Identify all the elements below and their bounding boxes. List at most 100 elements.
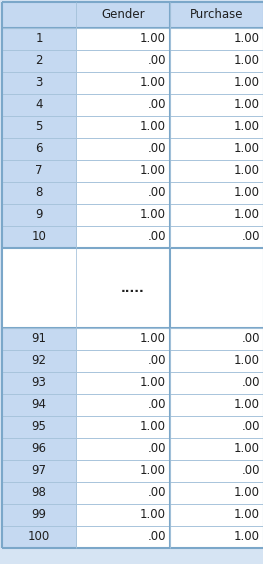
Text: 1.00: 1.00 — [140, 121, 166, 134]
Text: 1.00: 1.00 — [140, 77, 166, 90]
Text: 1.00: 1.00 — [234, 487, 260, 500]
Text: .00: .00 — [241, 421, 260, 434]
Bar — [76, 138, 170, 160]
Text: 1.00: 1.00 — [234, 143, 260, 156]
Bar — [2, 182, 76, 204]
Text: 1.00: 1.00 — [140, 377, 166, 390]
Bar — [2, 116, 76, 138]
Text: 1.00: 1.00 — [234, 399, 260, 412]
Bar — [2, 438, 76, 460]
Text: .00: .00 — [241, 465, 260, 478]
Text: 1.00: 1.00 — [234, 99, 260, 112]
Bar — [2, 2, 76, 28]
Bar — [76, 226, 170, 248]
Text: 94: 94 — [32, 399, 47, 412]
Text: Gender: Gender — [101, 8, 145, 21]
Bar — [2, 350, 76, 372]
Bar — [76, 182, 170, 204]
Text: 2: 2 — [35, 55, 43, 68]
Text: 1: 1 — [35, 33, 43, 46]
Text: 95: 95 — [32, 421, 47, 434]
Text: .00: .00 — [148, 187, 166, 200]
Bar — [76, 438, 170, 460]
Bar — [2, 204, 76, 226]
Bar — [2, 226, 76, 248]
Text: 93: 93 — [32, 377, 47, 390]
Text: 1.00: 1.00 — [234, 509, 260, 522]
Bar — [170, 394, 263, 416]
Bar — [170, 2, 263, 28]
Bar — [76, 160, 170, 182]
Bar — [76, 94, 170, 116]
Text: 1.00: 1.00 — [140, 209, 166, 222]
Text: Purchase: Purchase — [190, 8, 244, 21]
Text: 9: 9 — [35, 209, 43, 222]
Text: 1.00: 1.00 — [140, 509, 166, 522]
Bar — [170, 416, 263, 438]
Bar — [170, 438, 263, 460]
Bar — [170, 50, 263, 72]
Text: .00: .00 — [241, 377, 260, 390]
Bar — [170, 72, 263, 94]
Bar — [76, 482, 170, 504]
Text: 1.00: 1.00 — [140, 333, 166, 346]
Text: .00: .00 — [148, 55, 166, 68]
Text: 96: 96 — [32, 443, 47, 456]
Text: .00: .00 — [148, 143, 166, 156]
Text: .00: .00 — [148, 531, 166, 544]
Text: .00: .00 — [148, 487, 166, 500]
Bar — [2, 372, 76, 394]
Bar — [170, 138, 263, 160]
Bar — [76, 350, 170, 372]
Bar — [2, 416, 76, 438]
Text: 1.00: 1.00 — [140, 33, 166, 46]
Bar — [76, 526, 170, 548]
Bar — [170, 226, 263, 248]
Bar — [76, 204, 170, 226]
Bar — [170, 350, 263, 372]
Bar — [170, 372, 263, 394]
Text: .00: .00 — [148, 231, 166, 244]
Bar — [76, 2, 170, 28]
Bar — [76, 72, 170, 94]
Text: 1.00: 1.00 — [234, 355, 260, 368]
Text: 1.00: 1.00 — [234, 121, 260, 134]
Text: 7: 7 — [35, 165, 43, 178]
Bar — [76, 116, 170, 138]
Text: 1.00: 1.00 — [234, 209, 260, 222]
Text: 1.00: 1.00 — [234, 187, 260, 200]
Bar — [2, 160, 76, 182]
Bar — [76, 504, 170, 526]
Bar — [76, 50, 170, 72]
Bar — [76, 460, 170, 482]
Text: 1.00: 1.00 — [140, 165, 166, 178]
Bar — [2, 482, 76, 504]
Text: 1.00: 1.00 — [234, 443, 260, 456]
Bar — [2, 526, 76, 548]
Bar — [170, 504, 263, 526]
Bar — [2, 28, 76, 50]
Text: 10: 10 — [32, 231, 47, 244]
Text: 98: 98 — [32, 487, 47, 500]
Bar — [2, 504, 76, 526]
Text: 8: 8 — [35, 187, 43, 200]
Text: 1.00: 1.00 — [234, 531, 260, 544]
Bar — [2, 328, 76, 350]
Text: 6: 6 — [35, 143, 43, 156]
Text: 1.00: 1.00 — [234, 165, 260, 178]
Text: 3: 3 — [35, 77, 43, 90]
Bar — [2, 394, 76, 416]
Text: 100: 100 — [28, 531, 50, 544]
Bar — [170, 204, 263, 226]
Bar — [2, 72, 76, 94]
Text: .00: .00 — [148, 355, 166, 368]
Bar — [2, 460, 76, 482]
Text: 92: 92 — [32, 355, 47, 368]
Bar — [170, 28, 263, 50]
Bar — [170, 116, 263, 138]
Bar — [170, 182, 263, 204]
Text: .00: .00 — [148, 443, 166, 456]
Bar — [170, 526, 263, 548]
Bar — [2, 248, 263, 328]
Bar — [170, 94, 263, 116]
